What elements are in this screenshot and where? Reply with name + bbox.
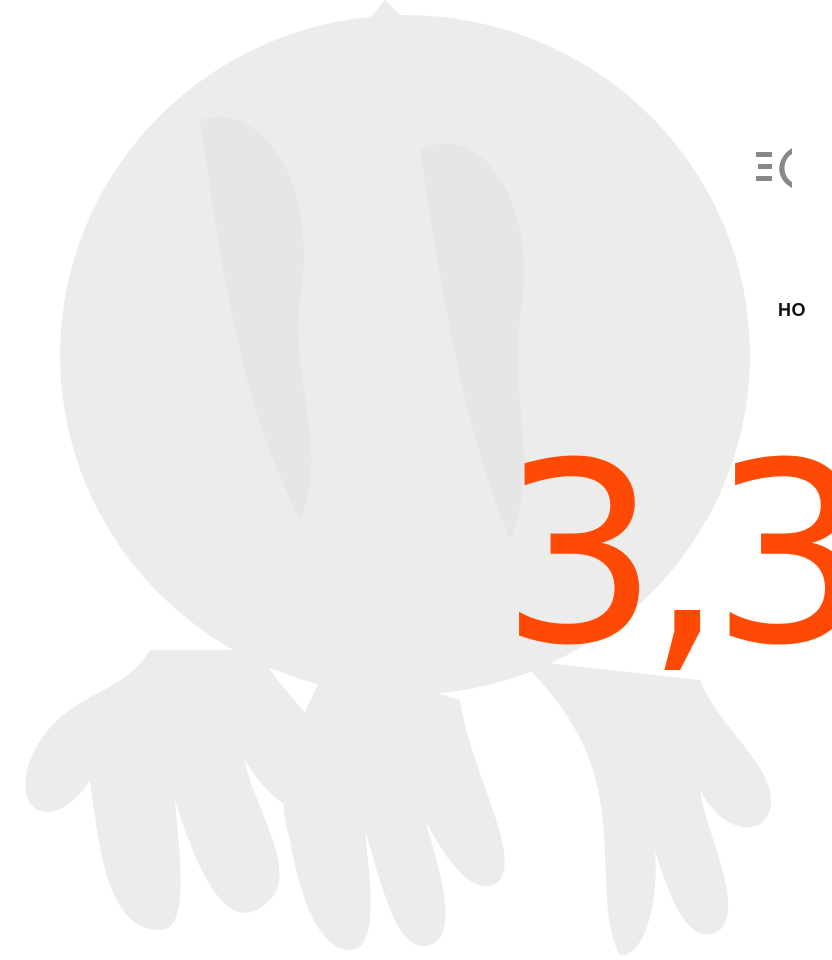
page: HO 3,30 bbox=[0, 0, 832, 960]
logo bbox=[756, 148, 792, 188]
nav-item[interactable]: HO bbox=[778, 300, 806, 321]
counter: 3,30 bbox=[500, 430, 832, 680]
